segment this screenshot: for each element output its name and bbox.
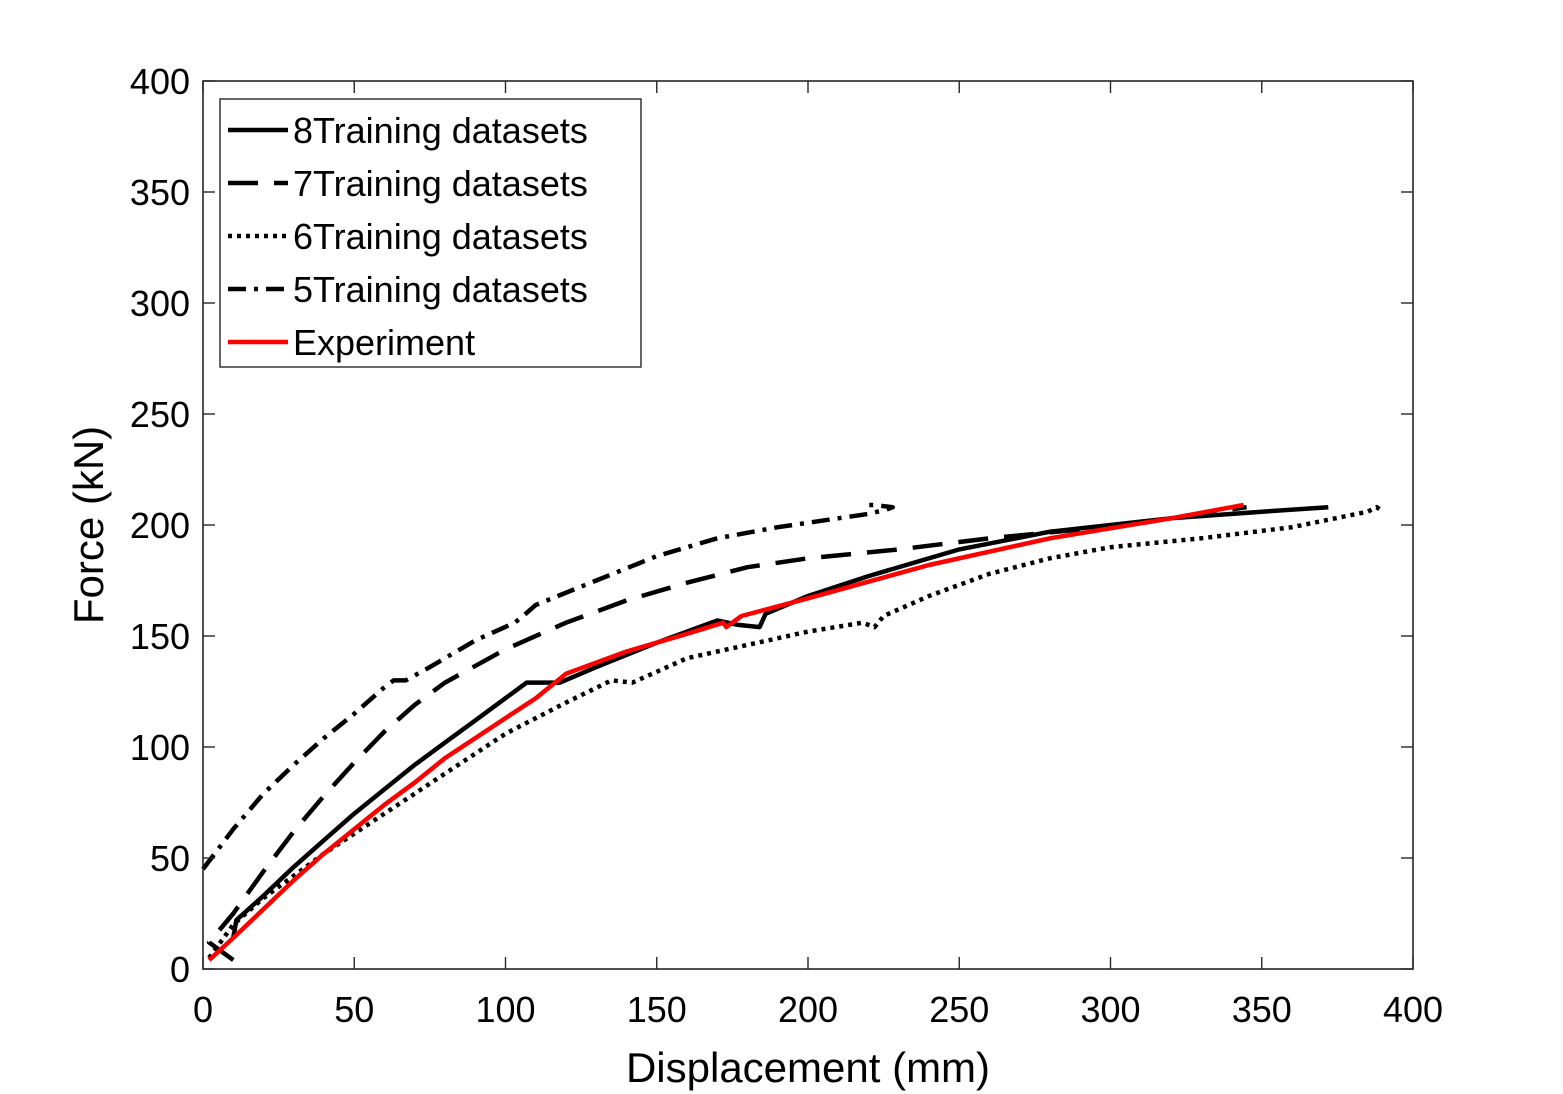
x-tick-label: 200 (778, 989, 838, 1030)
legend-label-1: 8Training datasets (293, 110, 588, 151)
y-tick-label: 0 (170, 949, 190, 990)
legend-label-3: 6Training datasets (293, 216, 588, 257)
y-tick-label: 150 (130, 616, 190, 657)
x-tick-label: 400 (1383, 989, 1443, 1030)
x-tick-label: 50 (334, 989, 374, 1030)
series-line-5 (207, 502, 1245, 962)
x-tick-label: 0 (193, 989, 213, 1030)
x-tick-label: 100 (475, 989, 535, 1030)
legend-box (219, 98, 642, 368)
legend-label-5: Experiment (293, 322, 475, 363)
y-tick-label: 300 (130, 283, 190, 324)
legend: 8Training datasets 7Training datasets 6Tra… (219, 98, 642, 368)
y-tick-label: 200 (130, 505, 190, 546)
x-tick-label: 350 (1232, 989, 1292, 1030)
x-tick-label: 150 (627, 989, 687, 1030)
series-line-4 (201, 502, 895, 871)
y-axis-title: Force (kN) (65, 426, 112, 624)
x-axis-title: Displacement (mm) (626, 1044, 990, 1091)
series-line-2 (206, 504, 1247, 962)
series-line-3 (207, 504, 1385, 960)
y-tick-label: 400 (130, 61, 190, 102)
legend-label-2: 7Training datasets (293, 163, 588, 204)
series-layer (201, 502, 1385, 962)
x-tick-label: 300 (1080, 989, 1140, 1030)
x-tick-label: 250 (929, 989, 989, 1030)
y-tick-label: 100 (130, 727, 190, 768)
y-tick-label: 50 (150, 838, 190, 879)
legend-label-4: 5Training datasets (293, 269, 588, 310)
series-line-1 (231, 504, 1329, 939)
ticks-layer: 0 50 100 150 200 250 300 350 400 0 50 100 150 200 250 3… (130, 61, 1443, 1030)
y-tick-label: 350 (130, 172, 190, 213)
y-tick-label: 250 (130, 394, 190, 435)
